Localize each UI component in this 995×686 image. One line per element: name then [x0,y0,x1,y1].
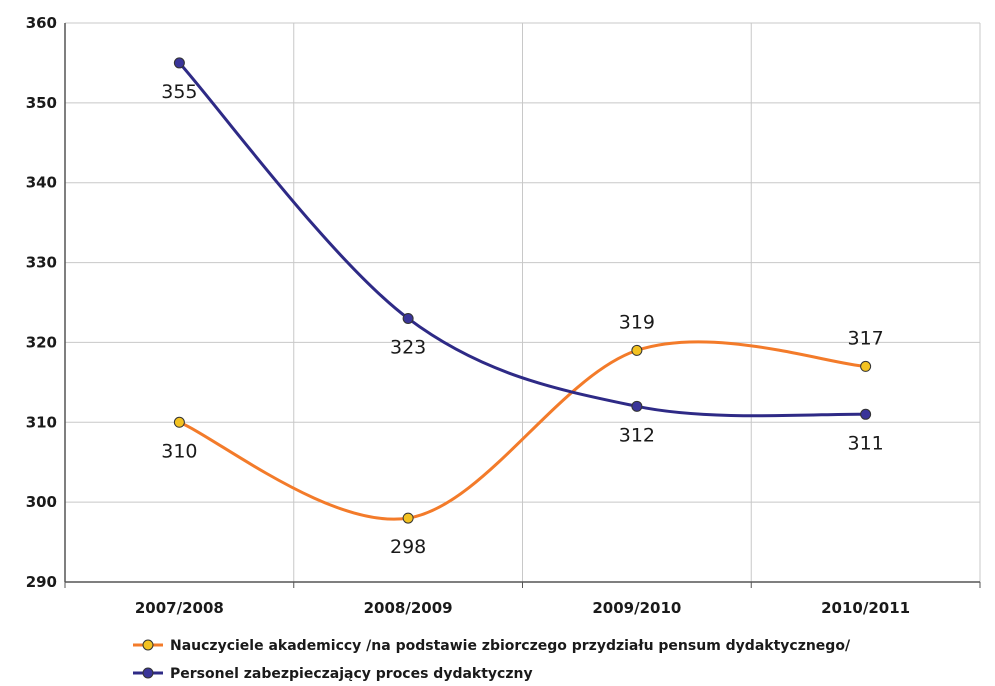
series-2-point [860,408,872,420]
x-tick-label: 2009/2010 [592,599,681,617]
y-tick-label: 300 [26,493,57,511]
legend-marker-1 [142,639,154,651]
y-tick-label: 320 [26,333,57,351]
y-tick-label: 310 [26,413,57,431]
series-line-2 [178,61,866,418]
y-tick-label: 340 [26,174,57,192]
series-2-point [631,400,643,412]
series-1-data-label: 319 [619,311,655,333]
x-tick-label: 2007/2008 [135,599,224,617]
legend: Nauczyciele akademiccy /na podstawie zbi… [133,638,851,682]
grid [65,22,981,582]
series-1-data-label: 298 [390,536,426,558]
x-tick-label: 2008/2009 [364,599,453,617]
y-tick-label: 330 [26,254,57,272]
series-1-point [402,512,414,524]
series-2-data-label: 311 [847,432,883,454]
series-2-point [173,57,185,69]
series-1-data-label: 310 [161,440,197,462]
legend-marker-2 [142,667,154,679]
data-labels: 310 298 319 317 355 323 312 311 [161,81,884,558]
x-tick-label: 2010/2011 [821,599,910,617]
y-tick-label: 360 [26,14,57,32]
series-1-point [631,344,643,356]
series-1-data-label: 317 [847,327,883,349]
series-1-point [860,360,872,372]
y-tick-label: 350 [26,94,57,112]
legend-label-2: Personel zabezpieczający proces dydaktyc… [170,666,533,682]
series-2-data-label: 323 [390,336,426,358]
legend-label-1: Nauczyciele akademiccy /na podstawie zbi… [170,638,851,654]
series-2-data-label: 355 [161,81,197,103]
series-2-data-label: 312 [619,424,655,446]
series-2-point [402,312,414,324]
axes: 290 300 310 320 330 340 350 360 2007/2008 2008/20… [26,14,981,617]
series-1-point [173,416,185,428]
series-line-1 [178,340,866,521]
series [173,57,872,524]
y-tick-label: 290 [26,573,57,591]
